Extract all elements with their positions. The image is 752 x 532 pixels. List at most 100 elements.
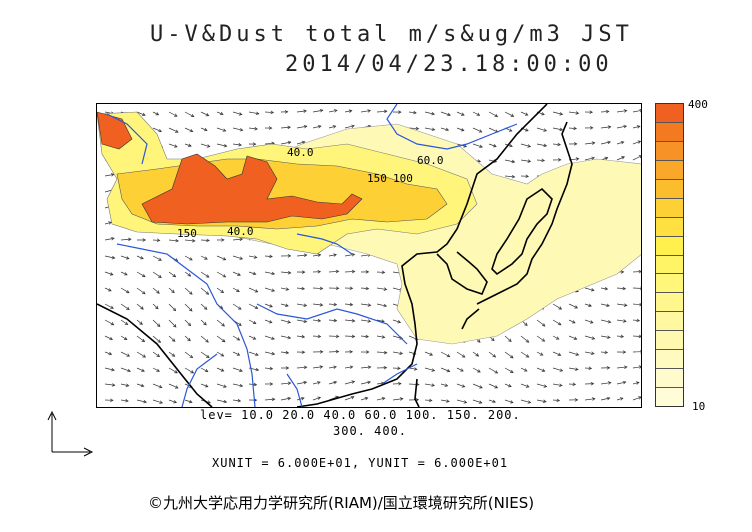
wind-vector	[248, 351, 259, 356]
wind-vector-head	[142, 112, 146, 117]
wind-vector-head	[174, 370, 178, 374]
colorbar-segment	[656, 179, 683, 199]
wind-vector	[136, 351, 146, 358]
wind-vector	[504, 399, 514, 403]
wind-vector	[232, 399, 241, 402]
wind-vector-head	[541, 323, 546, 327]
wind-vector-head	[128, 237, 132, 242]
wind-vector	[312, 254, 321, 257]
wind-vector	[472, 111, 480, 116]
wind-vector	[584, 335, 595, 340]
wind-vector	[488, 383, 498, 389]
wind-vector-head	[174, 144, 178, 148]
wind-vector-head	[622, 286, 627, 291]
wind-vector-head	[431, 383, 435, 387]
wind-vector	[264, 271, 275, 275]
wind-vector-head	[111, 367, 115, 372]
wind-vector-head	[287, 335, 292, 340]
map-timestamp: 2014/04/23.18:00:00	[285, 52, 613, 77]
wind-vector	[488, 399, 496, 403]
wind-vector	[120, 335, 128, 340]
wind-vector	[440, 367, 450, 372]
wind-vector	[488, 351, 496, 358]
wind-vector	[200, 383, 208, 388]
wind-vector-head	[203, 127, 208, 132]
map-canvas: 40.0 60.0 100 150 40.0 150	[97, 104, 641, 407]
wind-vector	[120, 255, 130, 259]
wind-vector-head	[461, 112, 465, 116]
wind-vector-head	[287, 254, 292, 258]
wind-vector-head	[494, 385, 499, 389]
wind-vector-head	[431, 368, 436, 372]
wind-vector-head	[383, 287, 388, 291]
wind-vector-head	[335, 286, 340, 290]
wind-vector-head	[190, 113, 195, 118]
wind-vector	[296, 366, 307, 369]
wind-vector-head	[187, 273, 192, 277]
wind-vector	[168, 351, 175, 357]
wind-vector-head	[399, 351, 404, 355]
wind-vector	[136, 367, 145, 372]
wind-vector-head	[621, 156, 625, 160]
colorbar-segment	[656, 141, 683, 161]
wind-vector-head	[635, 381, 640, 385]
wind-vector-head	[157, 339, 162, 343]
wind-vector-head	[254, 305, 259, 309]
wind-vector	[168, 383, 179, 389]
wind-vector-head	[317, 270, 322, 274]
wind-vector	[104, 319, 114, 326]
wind-vector	[168, 367, 178, 374]
wind-vector-head	[639, 108, 641, 113]
wind-vector-head	[269, 254, 273, 259]
wind-vector-head	[445, 127, 450, 132]
wind-vector-head	[591, 336, 596, 340]
wind-vector-head	[383, 303, 388, 308]
wind-vector	[136, 399, 147, 403]
wind-vector-head	[203, 306, 208, 310]
wind-vector	[312, 287, 323, 289]
wind-vector-head	[236, 337, 241, 341]
wind-vector-head	[125, 383, 130, 387]
wind-vector-head	[559, 112, 564, 116]
wind-vector-head	[171, 289, 175, 294]
wind-vector	[184, 239, 195, 242]
wind-vector	[104, 383, 115, 386]
wind-vector	[472, 399, 482, 404]
wind-vector-head	[348, 109, 353, 113]
wind-vector-head	[638, 155, 641, 159]
contour-label: 100	[393, 172, 413, 185]
wind-vector-head	[606, 396, 611, 401]
wind-vector-head	[509, 400, 514, 404]
wind-vector-head	[303, 319, 308, 324]
wind-vector	[184, 367, 194, 374]
wind-vector	[536, 127, 547, 132]
wind-vector-head	[525, 339, 530, 343]
wind-vector	[152, 287, 160, 294]
wind-vector	[328, 381, 337, 385]
wind-vector-head	[351, 334, 356, 339]
wind-vector	[536, 159, 545, 161]
wind-vector-head	[365, 350, 370, 354]
wind-vector	[456, 367, 464, 372]
wind-vector	[536, 351, 543, 356]
wind-vector	[312, 381, 321, 385]
wind-vector	[264, 287, 275, 292]
wind-vector	[328, 125, 336, 129]
colorbar-segment	[656, 369, 683, 389]
wind-vector-head	[303, 124, 308, 129]
wind-vector	[280, 397, 291, 401]
wind-vector	[216, 319, 225, 327]
wind-vector	[152, 271, 162, 278]
wind-vector	[248, 303, 258, 309]
wind-vector-head	[238, 112, 243, 116]
wind-vector	[632, 303, 641, 306]
colorbar-segment	[656, 122, 683, 142]
wind-vector-head	[141, 368, 145, 372]
wind-vector-head	[607, 381, 612, 385]
wind-vector-head	[415, 126, 420, 131]
wind-vector	[184, 271, 191, 277]
wind-vector-head	[238, 143, 242, 147]
wind-vector-head	[525, 384, 530, 388]
wind-vector	[184, 143, 192, 147]
wind-vector	[264, 142, 275, 145]
